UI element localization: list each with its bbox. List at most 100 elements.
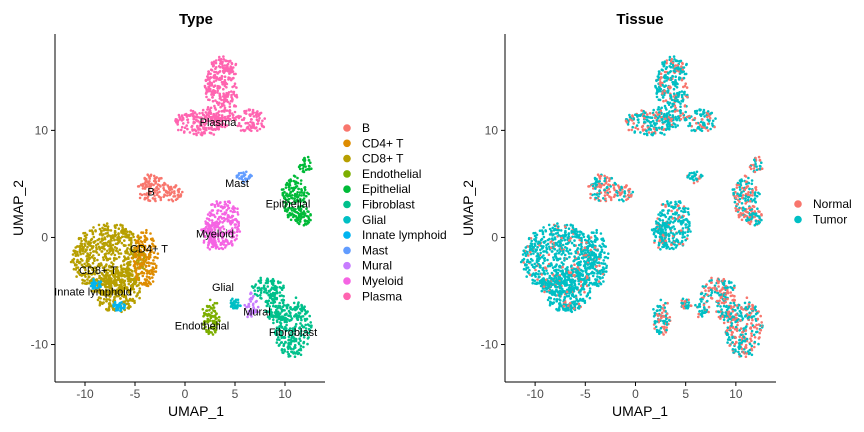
tissue-point [524, 254, 528, 257]
type-point [78, 244, 82, 248]
type-point [219, 201, 222, 204]
tissue-point [564, 242, 568, 246]
type-point [162, 195, 165, 199]
type-point [209, 72, 212, 76]
cluster-label: B [147, 187, 154, 199]
type-point [107, 251, 110, 255]
tissue-point [743, 174, 747, 178]
type-point [118, 248, 122, 252]
type-point [152, 244, 155, 247]
type-point [206, 106, 210, 109]
type-point [300, 307, 304, 311]
type-point [206, 229, 210, 232]
type-point [242, 181, 245, 185]
tissue-point [670, 117, 673, 121]
type-point [255, 112, 259, 115]
type-point [86, 273, 90, 276]
type-point [232, 76, 235, 80]
type-point [106, 225, 110, 228]
type-point [128, 304, 131, 308]
tissue-point [706, 115, 709, 119]
type-point [103, 237, 107, 241]
type-point [294, 346, 297, 349]
tissue-point [760, 167, 764, 170]
type-point [127, 279, 130, 283]
tissue-point [643, 132, 646, 136]
tissue-point [666, 209, 670, 212]
tissue-point [565, 249, 568, 252]
type-point [219, 117, 223, 121]
tissue-point [609, 185, 612, 188]
type-point [83, 244, 87, 247]
tissue-point [552, 277, 556, 280]
type-point [279, 306, 282, 310]
type-point [111, 249, 115, 253]
type-point [224, 118, 228, 122]
type-point [231, 116, 235, 119]
type-point [272, 321, 275, 325]
type-point [87, 254, 90, 258]
type-point [138, 243, 141, 246]
type-point [209, 232, 212, 235]
tissue-point [701, 118, 704, 121]
type-point [212, 62, 215, 66]
tissue-point [608, 195, 611, 198]
tissue-point [740, 202, 744, 205]
type-point [275, 297, 279, 301]
tissue-point [756, 214, 759, 218]
type-point [134, 241, 138, 244]
type-point [74, 254, 78, 257]
type-point [252, 115, 256, 118]
type-point [153, 177, 156, 180]
type-point [233, 300, 236, 303]
type-point [93, 272, 97, 276]
type-point [156, 256, 159, 260]
tissue-point [576, 235, 580, 239]
tissue-point [672, 69, 676, 72]
type-point [213, 205, 217, 208]
tissue-point [550, 229, 553, 233]
tissue-point [699, 113, 702, 116]
type-point [140, 258, 144, 261]
type-point [113, 295, 116, 299]
type-point [149, 282, 152, 286]
type-point [210, 307, 214, 310]
type-point [230, 68, 234, 71]
tissue-point [675, 202, 678, 206]
tissue-point [753, 158, 756, 162]
type-point [105, 222, 109, 225]
tissue-point [758, 158, 762, 162]
type-point [121, 281, 125, 284]
type-point [121, 235, 124, 239]
type-point [145, 249, 149, 252]
tissue-point [658, 225, 661, 228]
tissue-point [660, 106, 663, 110]
tissue-point [750, 182, 754, 186]
type-point [89, 251, 92, 255]
tissue-point [736, 181, 740, 185]
type-point [304, 168, 308, 172]
type-point [284, 304, 288, 307]
tissue-point [662, 64, 666, 68]
type-x-axis-title: UMAP_1 [168, 403, 224, 419]
type-point [289, 202, 293, 205]
type-point [99, 229, 103, 233]
tissue-point [534, 268, 537, 272]
tissue-point [567, 232, 571, 235]
type-point [143, 234, 146, 238]
type-point [96, 258, 99, 262]
tissue-point [711, 124, 714, 127]
cluster-label: Epithelial [266, 199, 311, 211]
type-point [87, 270, 91, 273]
type-point [236, 226, 239, 229]
tissue-point [686, 207, 690, 210]
tissue-point [666, 245, 670, 249]
type-point [93, 259, 96, 263]
tissue-point [654, 235, 658, 239]
tissue-point [559, 229, 563, 232]
tissue-point [734, 209, 738, 213]
type-point [119, 223, 122, 227]
tissue-point [558, 264, 562, 268]
tissue-point [676, 98, 679, 102]
type-point [152, 251, 156, 254]
